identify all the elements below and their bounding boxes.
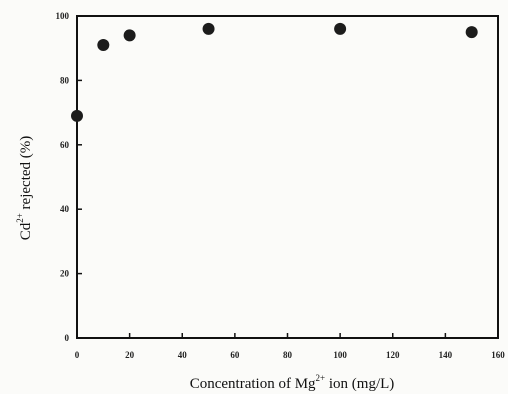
data-point bbox=[97, 38, 110, 51]
y-axis-title-superscript: 2+ bbox=[15, 213, 25, 223]
x-tick-label: 80 bbox=[283, 350, 293, 360]
x-axis-ticks: 0 20 40 60 80 100 120 140 160 bbox=[75, 333, 505, 360]
y-tick-label: 40 bbox=[60, 204, 70, 214]
data-point bbox=[71, 109, 83, 122]
y-axis-ticks: 0 20 40 60 80 100 bbox=[56, 11, 82, 343]
x-tick-label: 40 bbox=[178, 350, 188, 360]
data-point bbox=[202, 22, 215, 35]
data-points bbox=[71, 22, 478, 122]
x-tick-label: 0 bbox=[75, 350, 80, 360]
x-axis-title-suffix: ion (mg/L) bbox=[325, 376, 394, 392]
data-point bbox=[334, 22, 347, 35]
y-tick-label: 80 bbox=[60, 75, 70, 85]
y-axis-title-suffix: rejected (%) bbox=[18, 136, 34, 213]
y-tick-label: 20 bbox=[60, 269, 70, 279]
y-axis-title-prefix: Cd bbox=[18, 222, 34, 240]
x-tick-label: 100 bbox=[333, 350, 347, 360]
x-tick-label: 60 bbox=[230, 350, 240, 360]
x-tick-label: 20 bbox=[125, 350, 135, 360]
x-tick-label: 140 bbox=[439, 350, 453, 360]
data-point bbox=[123, 29, 136, 42]
x-axis-title-superscript: 2+ bbox=[316, 373, 326, 383]
y-tick-label: 100 bbox=[56, 11, 70, 21]
y-tick-label: 60 bbox=[60, 140, 70, 150]
y-axis-title: Cd2+ rejected (%) bbox=[15, 136, 34, 241]
x-tick-label: 160 bbox=[491, 350, 505, 360]
x-axis-title: Concentration of Mg2+ ion (mg/L) bbox=[190, 373, 395, 392]
x-axis-title-prefix: Concentration of Mg bbox=[190, 376, 316, 392]
y-tick-label: 0 bbox=[65, 333, 70, 343]
data-point bbox=[465, 26, 478, 39]
x-tick-label: 120 bbox=[386, 350, 400, 360]
